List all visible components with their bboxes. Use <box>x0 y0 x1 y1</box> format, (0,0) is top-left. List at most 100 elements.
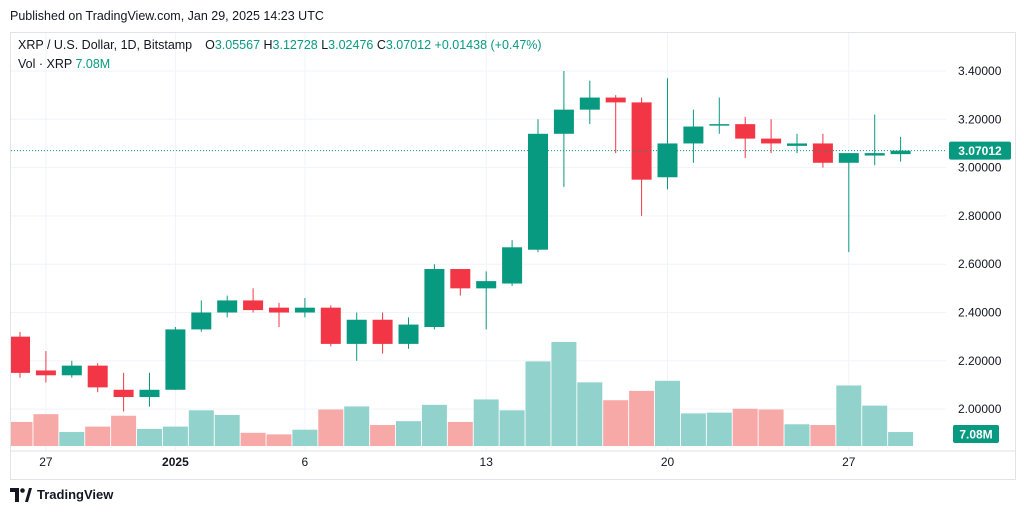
volume-label[interactable]: Vol · XRP <box>18 57 72 71</box>
volume-bar <box>706 412 732 446</box>
candle-body <box>528 133 548 250</box>
candle-body <box>476 281 497 289</box>
candle-body <box>61 365 82 376</box>
last-price-tag <box>949 141 1011 160</box>
volume-bar <box>370 425 396 446</box>
volume-bar <box>551 342 577 446</box>
volume-bar <box>447 421 473 446</box>
volume-bar <box>629 390 655 446</box>
last-volume-tag <box>953 425 999 443</box>
volume-bar <box>396 421 421 446</box>
volume-bar <box>758 409 784 446</box>
candle-body <box>812 143 833 163</box>
volume-bar <box>525 361 551 446</box>
y-tick-label: 2.40000 <box>958 306 1002 320</box>
candle-body <box>320 307 341 344</box>
volume-bar <box>344 406 370 446</box>
high-value: 3.12728 <box>272 38 318 52</box>
y-tick-label: 2.00000 <box>958 402 1002 416</box>
tradingview-brand[interactable]: TradingView <box>10 487 113 502</box>
candle-body <box>709 124 730 126</box>
last-price-label: 3.07012 <box>958 144 1002 158</box>
y-tick-label: 3.20000 <box>958 112 1002 126</box>
volume-bar <box>111 415 137 446</box>
volume-bar <box>603 400 629 446</box>
volume-bar <box>292 429 318 446</box>
tradingview-logo-icon <box>10 487 32 502</box>
candle-body <box>683 126 704 144</box>
candle-body <box>735 124 756 139</box>
candle-body <box>398 324 419 344</box>
volume-bar <box>266 434 292 446</box>
y-tick-label: 3.40000 <box>958 64 1002 78</box>
change-value: +0.01438 (+0.47%) <box>434 38 542 52</box>
volume-value: 7.08M <box>75 57 111 71</box>
chart-frame[interactable] <box>10 32 1016 480</box>
candle-body <box>605 97 626 103</box>
candle-body <box>217 300 238 313</box>
candle-body <box>139 389 160 398</box>
volume-bar <box>862 405 888 446</box>
candle-body <box>294 307 315 313</box>
low-label: L <box>321 38 329 52</box>
open-value: 3.05567 <box>214 38 261 52</box>
y-tick-label: 2.80000 <box>958 209 1002 223</box>
volume-bar <box>188 410 214 446</box>
volume-bar <box>655 380 680 446</box>
candle-body <box>165 329 186 390</box>
volume-bar <box>680 413 706 446</box>
candle-body <box>657 143 678 178</box>
volume-bar <box>162 426 188 446</box>
candle-body <box>864 153 885 156</box>
volume-bar <box>577 382 603 446</box>
volume-bar <box>85 426 111 446</box>
volume-bar <box>11 421 33 446</box>
candle-body <box>11 336 30 373</box>
candle-body <box>87 365 108 388</box>
symbol-title[interactable]: XRP / U.S. Dollar, 1D, Bitstamp <box>18 38 193 52</box>
candle-body <box>761 138 782 144</box>
candle-body <box>35 370 56 376</box>
volume-bar <box>59 432 85 446</box>
x-tick-label: 27 <box>842 455 856 469</box>
x-tick-label: 13 <box>480 455 494 469</box>
volume-bar <box>240 432 266 446</box>
x-tick-label: 27 <box>39 455 53 469</box>
x-tick-label: 6 <box>302 455 309 469</box>
volume-bar <box>732 408 758 446</box>
candle-body <box>553 109 574 134</box>
volume-bar <box>137 428 162 446</box>
candle-body <box>450 269 471 289</box>
volume-bar <box>421 404 447 446</box>
candle-body <box>787 143 807 146</box>
open-label: O <box>205 38 215 52</box>
candle-body <box>346 319 367 344</box>
candle-body <box>424 269 445 327</box>
volume-bar <box>473 399 499 446</box>
x-tick-label: 2025 <box>162 455 189 469</box>
candle-body <box>838 153 859 163</box>
y-tick-label: 2.60000 <box>958 257 1002 271</box>
candle-body <box>191 312 212 330</box>
volume-bar <box>836 385 862 446</box>
volume-bar <box>33 414 59 446</box>
candle-body <box>502 247 523 284</box>
published-caption: Published on TradingView.com, Jan 29, 20… <box>10 9 324 23</box>
close-value: 3.07012 <box>385 38 432 52</box>
volume-bar <box>810 425 836 446</box>
candle-body <box>372 319 393 344</box>
brand-name: TradingView <box>37 487 114 502</box>
y-tick-label: 3.00000 <box>958 161 1002 175</box>
last-volume-label: 7.08M <box>959 428 992 442</box>
volume-bar <box>499 410 525 446</box>
candle-body <box>113 389 134 398</box>
low-value: 3.02476 <box>328 38 374 52</box>
x-tick-label: 20 <box>661 455 675 469</box>
candle-body <box>631 102 652 180</box>
candle-body <box>579 97 600 110</box>
y-tick-label: 2.20000 <box>958 354 1002 368</box>
volume-bar <box>214 414 240 446</box>
volume-bar <box>318 409 344 446</box>
symbol-legend: XRP / U.S. Dollar, 1D, Bitstamp O3.05567… <box>18 38 542 52</box>
